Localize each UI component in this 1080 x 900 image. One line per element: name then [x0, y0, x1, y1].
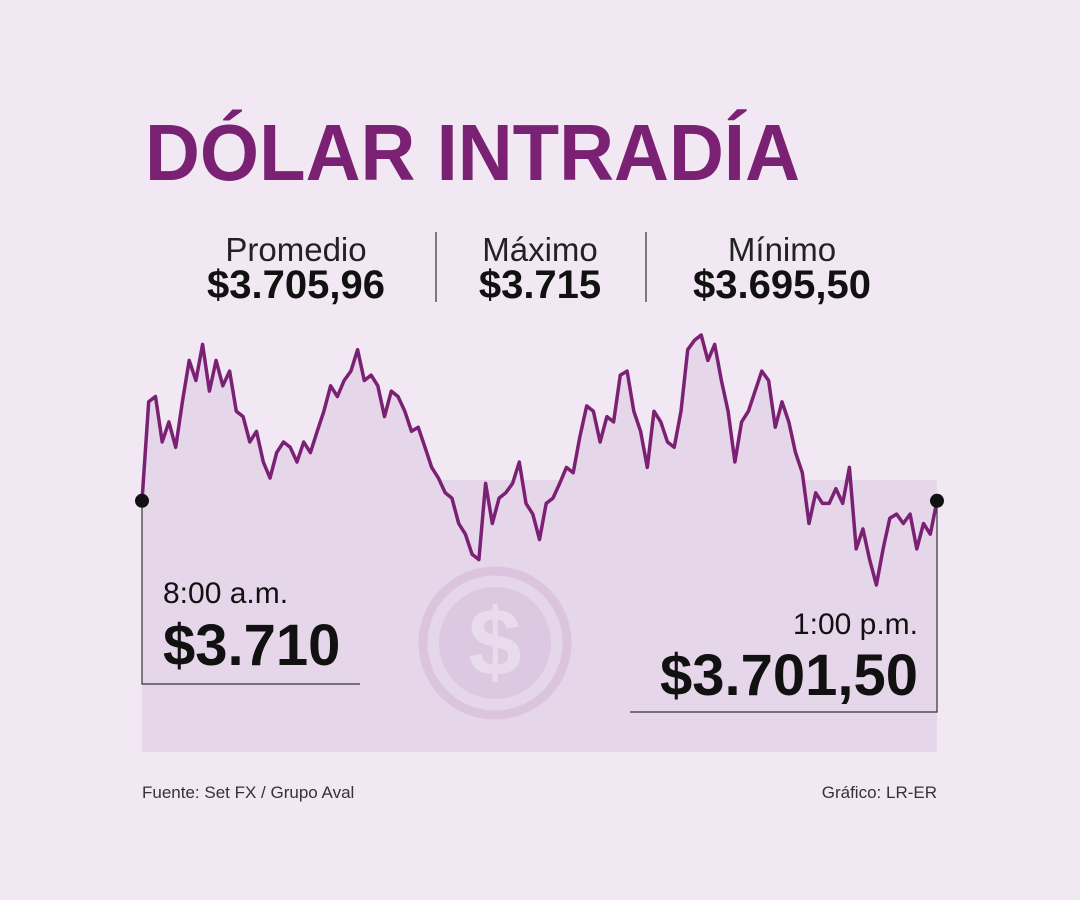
end-dot: [930, 493, 944, 508]
stat-value: $3.715: [479, 263, 601, 307]
stat-label: Máximo: [482, 231, 598, 268]
annotations: 8:00 a.m.$3.710 1:00 p.m.$3.701,50: [135, 493, 944, 713]
stat-label: Mínimo: [728, 231, 836, 268]
dollar-icon: $: [418, 566, 572, 720]
stat-value: $3.695,50: [693, 263, 871, 307]
line: [140, 333, 939, 587]
annotation-time: 1:00 p.m.: [793, 608, 918, 641]
leader: [141, 500, 360, 685]
start-dot: [135, 493, 149, 508]
svg-text:$: $: [468, 589, 521, 696]
annotation-price: $3.701,50: [660, 643, 918, 708]
area: [142, 335, 937, 752]
stat-value: $3.705,96: [207, 263, 385, 307]
source: Fuente: Set FX / Grupo Aval: [142, 783, 354, 802]
leader: [630, 500, 938, 713]
stats: Promedio$3.705,96 Máximo$3.715 Mínimo$3.69…: [207, 231, 871, 307]
annotation-time: 8:00 a.m.: [163, 577, 288, 610]
chart-title: DÓLAR INTRADÍA: [145, 108, 800, 197]
credit: Gráfico: LR-ER: [822, 783, 937, 802]
annotation-price: $3.710: [163, 613, 340, 678]
stat-label: Promedio: [225, 231, 366, 268]
